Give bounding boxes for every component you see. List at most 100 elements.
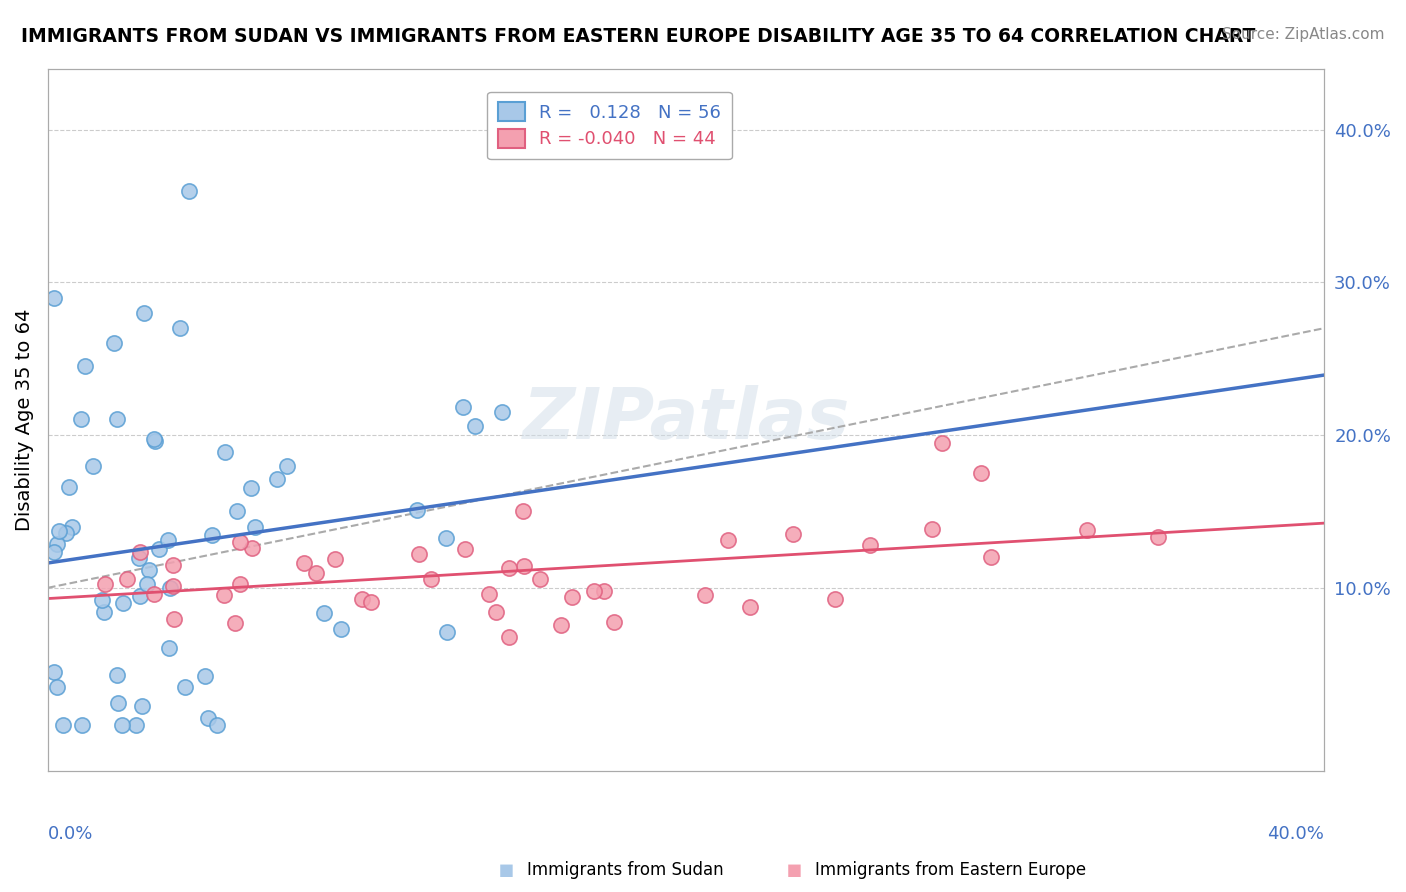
Point	[243, 520, 266, 534]
Point	[485, 605, 508, 619]
Point	[406, 503, 429, 517]
Point	[330, 622, 353, 636]
Point	[105, 411, 128, 425]
Point	[197, 711, 219, 725]
Point	[529, 572, 551, 586]
Point	[498, 631, 520, 645]
Point	[323, 552, 346, 566]
Point	[169, 321, 191, 335]
Point	[205, 718, 228, 732]
Point	[157, 640, 180, 655]
Point	[408, 547, 430, 561]
Point	[131, 698, 153, 713]
Point	[304, 566, 326, 580]
Point	[129, 589, 152, 603]
Point	[110, 718, 132, 732]
Point	[350, 592, 373, 607]
Point	[214, 445, 236, 459]
Point	[464, 419, 486, 434]
Point	[561, 590, 583, 604]
Point	[214, 588, 236, 602]
Point	[201, 527, 224, 541]
Point	[717, 533, 740, 547]
Point	[224, 615, 246, 630]
Point	[70, 412, 93, 426]
Point	[419, 572, 441, 586]
Point	[276, 459, 298, 474]
Point	[434, 531, 457, 545]
Point	[740, 600, 762, 615]
Point	[193, 669, 215, 683]
Point	[824, 591, 846, 606]
Point	[980, 549, 1002, 564]
Point	[162, 558, 184, 573]
Point	[94, 577, 117, 591]
Text: 0.0%: 0.0%	[48, 824, 93, 843]
Point	[550, 617, 572, 632]
Text: Source: ZipAtlas.com: Source: ZipAtlas.com	[1222, 27, 1385, 42]
Point	[148, 541, 170, 556]
Point	[478, 587, 501, 601]
Point	[693, 588, 716, 602]
Text: ZIPatlas: ZIPatlas	[523, 385, 849, 454]
Point	[451, 400, 474, 414]
Point	[240, 541, 263, 556]
Point	[360, 595, 382, 609]
Point	[45, 537, 67, 551]
Text: ▪: ▪	[498, 858, 515, 881]
Point	[603, 615, 626, 629]
Point	[138, 563, 160, 577]
Point	[52, 718, 75, 732]
Point	[240, 481, 263, 495]
Point	[266, 472, 288, 486]
Point	[436, 624, 458, 639]
Point	[229, 534, 252, 549]
Point	[143, 434, 166, 449]
Y-axis label: Disability Age 35 to 64: Disability Age 35 to 64	[15, 309, 34, 531]
Point	[498, 561, 520, 575]
Text: IMMIGRANTS FROM SUDAN VS IMMIGRANTS FROM EASTERN EUROPE DISABILITY AGE 35 TO 64 : IMMIGRANTS FROM SUDAN VS IMMIGRANTS FROM…	[21, 27, 1256, 45]
Point	[921, 522, 943, 536]
Point	[60, 520, 83, 534]
Point	[512, 504, 534, 518]
Point	[454, 541, 477, 556]
Text: ▪: ▪	[786, 858, 803, 881]
Point	[128, 545, 150, 559]
Point	[93, 605, 115, 619]
Point	[107, 696, 129, 710]
Point	[592, 583, 614, 598]
Text: Immigrants from Sudan: Immigrants from Sudan	[527, 861, 724, 879]
Point	[136, 577, 159, 591]
Point	[70, 718, 93, 732]
Point	[115, 572, 138, 586]
Point	[82, 459, 104, 474]
Point	[132, 306, 155, 320]
Point	[782, 527, 804, 541]
Point	[103, 336, 125, 351]
Point	[105, 668, 128, 682]
Legend: R =   0.128   N = 56, R = -0.040   N = 44: R = 0.128 N = 56, R = -0.040 N = 44	[486, 92, 733, 159]
Point	[142, 432, 165, 446]
Point	[125, 718, 148, 732]
Point	[143, 587, 166, 601]
Point	[46, 681, 69, 695]
Point	[128, 551, 150, 566]
Point	[163, 612, 186, 626]
Point	[159, 581, 181, 595]
Point	[931, 435, 953, 450]
Point	[173, 680, 195, 694]
Point	[859, 538, 882, 552]
Point	[44, 291, 66, 305]
Point	[73, 359, 96, 373]
Point	[58, 479, 80, 493]
Point	[582, 584, 605, 599]
Point	[111, 596, 134, 610]
Point	[970, 467, 993, 481]
Point	[1076, 523, 1098, 537]
Point	[44, 545, 66, 559]
Point	[156, 533, 179, 547]
Point	[179, 184, 201, 198]
Point	[1147, 530, 1170, 544]
Point	[226, 504, 249, 518]
Point	[162, 579, 184, 593]
